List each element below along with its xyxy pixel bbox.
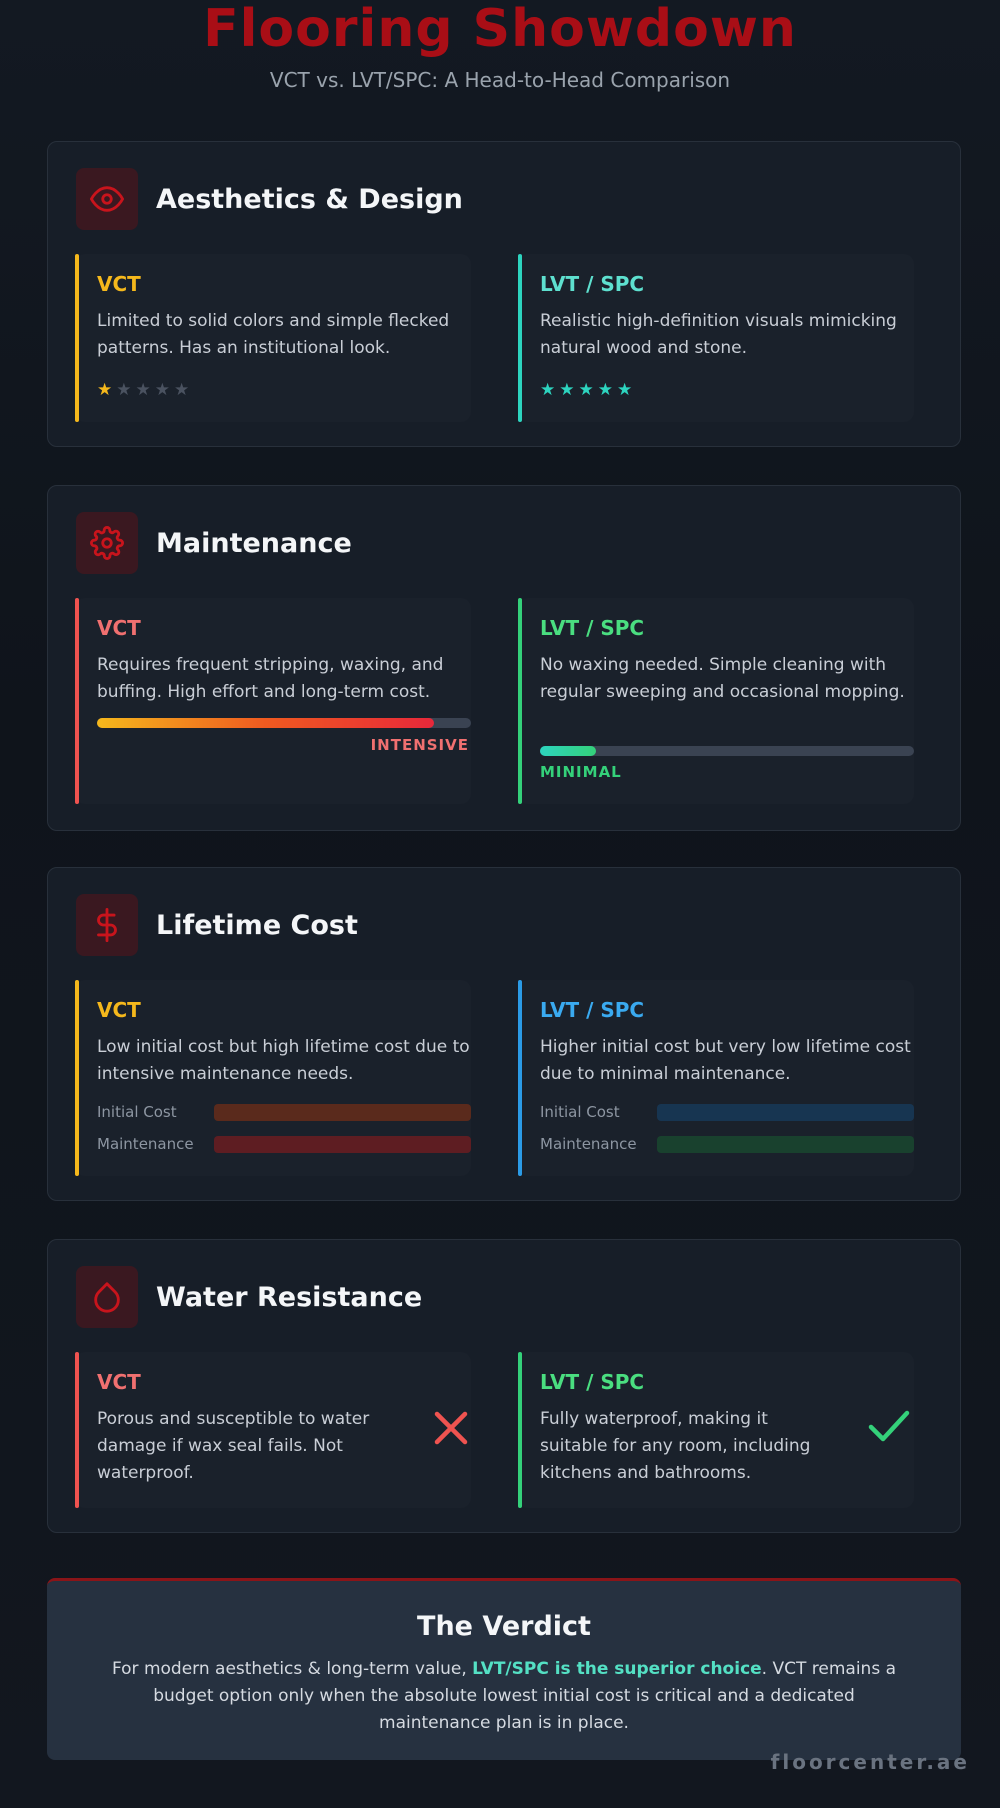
column-text: Low initial cost but high lifetime cost … bbox=[97, 1037, 470, 1084]
star-icon: ★ bbox=[578, 380, 598, 400]
cost-bar bbox=[657, 1104, 914, 1121]
cost-label: Initial Cost bbox=[540, 1103, 620, 1121]
verdict-text: For modern aesthetics & long-term value,… bbox=[104, 1656, 904, 1737]
cost-row-initial: Initial Cost bbox=[97, 1103, 471, 1121]
maintenance-card: Maintenance VCT Requires frequent stripp… bbox=[47, 485, 961, 831]
verdict-title: The Verdict bbox=[417, 1611, 591, 1642]
card-header: Aesthetics & Design bbox=[76, 168, 463, 230]
verdict-text-end: . VCT remains a budget option only when … bbox=[153, 1659, 896, 1733]
column-text: Porous and susceptible to water damage i… bbox=[97, 1409, 370, 1483]
vct-column: VCT Porous and susceptible to water dama… bbox=[75, 1352, 471, 1508]
cost-bar bbox=[214, 1136, 471, 1153]
lvt-column: LVT / SPC No waxing needed. Simple clean… bbox=[518, 598, 914, 804]
dollar-icon bbox=[76, 894, 138, 956]
page-subtitle: VCT vs. LVT/SPC: A Head-to-Head Comparis… bbox=[269, 68, 731, 92]
card-header: Maintenance bbox=[76, 512, 352, 574]
rating-stars: ★★★★★ bbox=[540, 380, 914, 400]
column-text: No waxing needed. Simple cleaning with r… bbox=[540, 655, 905, 702]
star-icon: ★ bbox=[174, 380, 194, 400]
column-title: LVT / SPC bbox=[540, 616, 645, 640]
water-resistance-card: Water Resistance VCT Porous and suscepti… bbox=[47, 1239, 961, 1533]
eye-icon bbox=[76, 168, 138, 230]
verdict-text-start: For modern aesthetics & long-term value, bbox=[111, 1659, 473, 1679]
cost-label: Initial Cost bbox=[97, 1103, 177, 1121]
aesthetics-card: Aesthetics & Design VCT Limited to solid… bbox=[47, 141, 961, 447]
star-icon: ★ bbox=[617, 380, 637, 400]
column-title: LVT / SPC bbox=[540, 998, 645, 1022]
column-text: Realistic high-definition visuals mimick… bbox=[540, 311, 897, 358]
star-icon: ★ bbox=[154, 380, 174, 400]
cost-row-initial: Initial Cost bbox=[540, 1103, 914, 1121]
check-icon bbox=[868, 1410, 910, 1442]
column-text: Fully waterproof, making it suitable for… bbox=[540, 1409, 811, 1483]
verdict-panel: The Verdict For modern aesthetics & long… bbox=[47, 1578, 961, 1760]
column-text: Requires frequent stripping, waxing, and… bbox=[97, 655, 444, 702]
page-title: Flooring Showdown bbox=[203, 0, 797, 59]
cost-label: Maintenance bbox=[97, 1135, 194, 1153]
meter-label: MINIMAL bbox=[540, 763, 622, 781]
column-title: VCT bbox=[97, 272, 141, 296]
column-title: VCT bbox=[97, 998, 141, 1022]
vct-column: VCT Low initial cost but high lifetime c… bbox=[75, 980, 471, 1176]
star-icon: ★ bbox=[540, 380, 560, 400]
cross-icon bbox=[434, 1411, 468, 1445]
gear-icon bbox=[76, 512, 138, 574]
vct-column: VCT Limited to solid colors and simple f… bbox=[75, 254, 471, 422]
cost-bar bbox=[214, 1104, 471, 1121]
column-title: VCT bbox=[97, 1370, 141, 1394]
star-icon: ★ bbox=[97, 380, 117, 400]
column-title: LVT / SPC bbox=[540, 272, 645, 296]
star-icon: ★ bbox=[559, 380, 579, 400]
cost-bar bbox=[657, 1136, 914, 1153]
card-title: Maintenance bbox=[156, 527, 352, 559]
star-icon: ★ bbox=[597, 380, 617, 400]
cost-row-maintenance: Maintenance bbox=[97, 1135, 471, 1153]
maintenance-meter bbox=[97, 718, 471, 728]
column-text: Higher initial cost but very low lifetim… bbox=[540, 1037, 911, 1084]
lvt-column: LVT / SPC Realistic high-definition visu… bbox=[518, 254, 914, 422]
lifetime-cost-card: Lifetime Cost VCT Low initial cost but h… bbox=[47, 867, 961, 1201]
meter-fill bbox=[97, 718, 434, 728]
column-text: Limited to solid colors and simple fleck… bbox=[97, 311, 450, 358]
card-title: Water Resistance bbox=[156, 1281, 423, 1313]
column-title: VCT bbox=[97, 616, 141, 640]
star-icon: ★ bbox=[116, 380, 136, 400]
star-icon: ★ bbox=[135, 380, 155, 400]
rating-stars: ★★★★★ bbox=[97, 380, 471, 400]
lvt-column: LVT / SPC Fully waterproof, making it su… bbox=[518, 1352, 914, 1508]
card-header: Water Resistance bbox=[76, 1266, 422, 1328]
vct-column: VCT Requires frequent stripping, waxing,… bbox=[75, 598, 471, 804]
card-title: Lifetime Cost bbox=[156, 909, 358, 941]
cost-label: Maintenance bbox=[540, 1135, 637, 1153]
verdict-highlight: LVT/SPC is the superior choice bbox=[472, 1659, 762, 1679]
brand-watermark: floorcenter.ae bbox=[770, 1750, 970, 1774]
maintenance-meter bbox=[540, 746, 914, 756]
meter-fill bbox=[540, 746, 597, 756]
meter-label: INTENSIVE bbox=[370, 736, 469, 754]
card-header: Lifetime Cost bbox=[76, 894, 358, 956]
cost-row-maintenance: Maintenance bbox=[540, 1135, 914, 1153]
card-title: Aesthetics & Design bbox=[156, 183, 463, 215]
droplet-icon bbox=[76, 1266, 138, 1328]
column-title: LVT / SPC bbox=[540, 1370, 645, 1394]
lvt-column: LVT / SPC Higher initial cost but very l… bbox=[518, 980, 914, 1176]
